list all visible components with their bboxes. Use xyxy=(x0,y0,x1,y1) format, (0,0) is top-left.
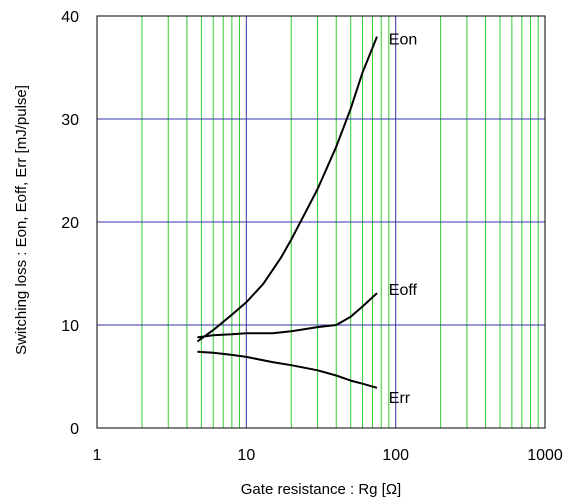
y-axis-label: Switching loss : Eon, Eoff, Err [mJ/puls… xyxy=(13,85,30,355)
x-tick-label: 10 xyxy=(237,447,255,464)
y-tick-label: 20 xyxy=(61,215,79,232)
y-tick-label: 10 xyxy=(61,318,79,335)
y-tick-label: 40 xyxy=(61,9,79,26)
series-line-eon xyxy=(196,36,378,343)
x-tick-label: 100 xyxy=(382,447,409,464)
major-gridlines xyxy=(97,16,545,428)
series-label-eoff: Eoff xyxy=(389,282,418,299)
y-tick-label: 0 xyxy=(70,421,79,438)
plot-frame xyxy=(96,15,546,429)
series-label-err: Err xyxy=(389,390,411,407)
y-axis-ticks: 0 10 20 30 40 xyxy=(61,9,79,438)
series-line-err xyxy=(197,350,378,389)
series-label-eon: Eon xyxy=(389,32,417,49)
x-tick-label: 1 xyxy=(93,447,102,464)
series-line-eoff xyxy=(197,292,378,339)
series-lines xyxy=(196,36,378,389)
x-axis-label: Gate resistance : Rg [Ω] xyxy=(241,481,401,498)
y-tick-label: 30 xyxy=(61,112,79,129)
x-axis-ticks: 1 10 100 1000 xyxy=(93,447,563,464)
series-labels: Eon Eoff Err xyxy=(389,32,418,407)
x-tick-label: 1000 xyxy=(527,447,563,464)
